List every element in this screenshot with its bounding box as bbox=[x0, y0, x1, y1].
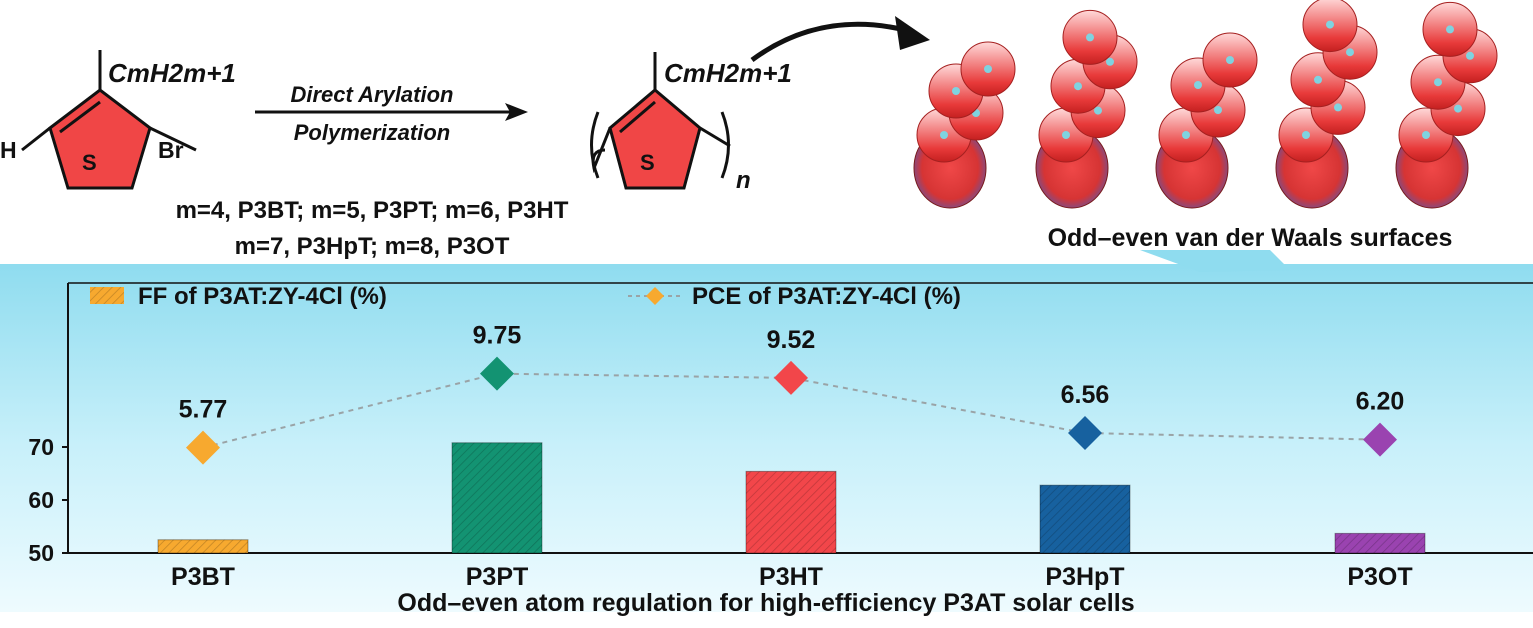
legend: FF of P3AT:ZY-4Cl (%) PCE of P3AT:ZY-4Cl … bbox=[90, 283, 961, 310]
pce-marker-p3pt bbox=[480, 356, 514, 391]
x-tick-labels: P3BT P3PT P3HT P3HpT P3OT bbox=[171, 563, 1413, 591]
repeat-unit-label: n bbox=[736, 167, 751, 194]
legend-pce-label: PCE of P3AT:ZY-4Cl (%) bbox=[692, 283, 961, 310]
bottom-margin bbox=[0, 612, 1533, 628]
legend-line-2: m=7, P3HpT; m=8, P3OT bbox=[235, 233, 510, 260]
surface-callout-wedge bbox=[1140, 250, 1290, 272]
pce-connector-line bbox=[202, 372, 1381, 449]
legend-ff-label: FF of P3AT:ZY-4Cl (%) bbox=[138, 283, 387, 310]
polymer-substituent-label: CmH2m+1 bbox=[664, 58, 792, 88]
reaction-scheme: H S Br CmH2m+1 Direct Arylation Polymeri… bbox=[0, 16, 930, 260]
monomer-substituent-label: CmH2m+1 bbox=[108, 58, 236, 88]
pce-value-label: 9.75 bbox=[473, 322, 522, 350]
curved-arrowhead bbox=[895, 16, 930, 50]
y-tick-label: 50 bbox=[28, 540, 54, 566]
vdw-molecule bbox=[1035, 9, 1138, 209]
pce-marker-p3bt bbox=[186, 430, 220, 465]
x-tick-label: P3HpT bbox=[1045, 563, 1124, 591]
chart-title: Odd–even atom regulation for high-effici… bbox=[397, 589, 1134, 617]
monomer-thiophene bbox=[21, 50, 197, 190]
pce-marker-p3hpt bbox=[1068, 415, 1102, 450]
reaction-arrowhead bbox=[505, 103, 528, 121]
y-tick-label: 60 bbox=[28, 487, 54, 513]
vdw-surfaces bbox=[913, 0, 1498, 209]
pce-marker-p3ot bbox=[1363, 422, 1397, 457]
polymer-thiophene bbox=[590, 52, 731, 190]
vdw-molecule bbox=[1275, 0, 1378, 209]
h-atom-label: H bbox=[0, 137, 17, 163]
arrow-bottom-label: Polymerization bbox=[294, 120, 450, 145]
x-tick-label: P3OT bbox=[1347, 563, 1412, 591]
y-ticks: 50 60 70 bbox=[28, 434, 68, 566]
chart: 50 60 70 FF of P3AT:ZY-4Cl (%) PCE of P3AT:… bbox=[28, 282, 1533, 617]
chart-background bbox=[0, 264, 1533, 628]
legend-line-1: m=4, P3BT; m=5, P3PT; m=6, P3HT bbox=[176, 197, 569, 224]
bromo-label: Br bbox=[158, 137, 184, 163]
pce-markers: 5.77 9.75 9.52 6.56 6.20 bbox=[179, 322, 1405, 465]
y-tick-label: 70 bbox=[28, 434, 54, 460]
pce-value-label: 5.77 bbox=[179, 396, 228, 424]
x-tick-label: P3PT bbox=[466, 563, 529, 591]
pce-value-label: 6.56 bbox=[1061, 381, 1110, 409]
x-tick-label: P3HT bbox=[759, 563, 823, 591]
sulfur-label: S bbox=[82, 150, 97, 175]
curved-arrow bbox=[750, 21, 906, 63]
vdw-molecule bbox=[1155, 32, 1258, 209]
ff-bars bbox=[157, 442, 1426, 554]
arrow-top-label: Direct Arylation bbox=[290, 82, 453, 107]
polymer-sulfur-label: S bbox=[640, 150, 655, 175]
legend-pce-marker bbox=[646, 287, 664, 305]
x-tick-label: P3BT bbox=[171, 563, 235, 591]
vdw-molecule bbox=[1395, 1, 1498, 209]
pce-marker-p3ht bbox=[774, 360, 808, 395]
surfaces-caption: Odd–even van der Waals surfaces bbox=[1048, 224, 1453, 252]
pce-value-label: 9.52 bbox=[767, 326, 816, 354]
vdw-molecule bbox=[913, 41, 1016, 209]
pce-value-label: 6.20 bbox=[1356, 388, 1405, 416]
